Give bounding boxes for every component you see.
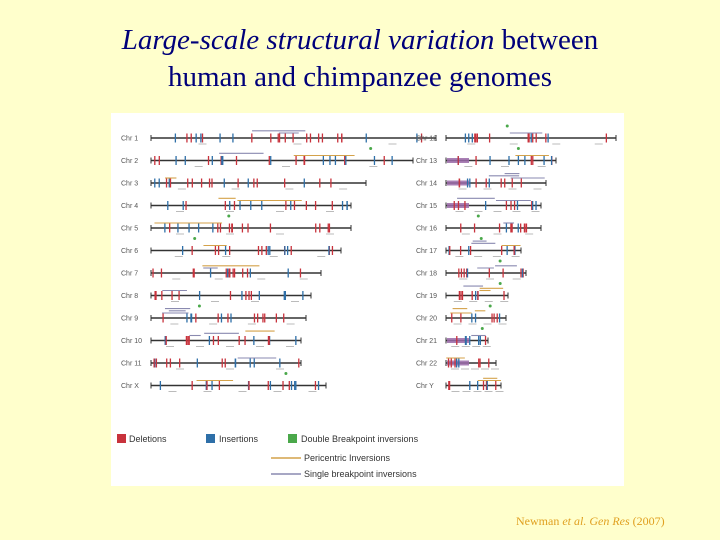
citation-journal: et al. Gen Res [559,514,630,528]
double-breakpoint-marker [488,304,492,308]
chromosome-label: Chr 4 [121,203,138,210]
legend-deletions-label: Deletions [129,434,167,444]
chromosome-label: Chr Y [416,383,434,390]
chromosome-label: Chr 20 [416,316,437,323]
chromosome-map: Chr 1 Chr 2 Chr 3 Chr 4 Chr 5 Chr 6 Chr 7 Chr 8… [117,124,617,479]
legend-single-breakpoint-label: Single breakpoint inversions [304,469,417,479]
double-breakpoint-marker [197,304,201,308]
chromosome-label: Chr 22 [416,361,437,368]
chromosome-label: Chr X [121,383,139,390]
double-breakpoint-marker [476,214,480,218]
citation-authors: Newman [516,514,560,528]
structural-variation-figure: Chr 1 Chr 2 Chr 3 Chr 4 Chr 5 Chr 6 Chr 7 Chr 8… [111,113,624,486]
double-breakpoint-marker [369,147,373,150]
chromosome-label: Chr 14 [416,181,437,188]
legend-pericentric-label: Pericentric Inversions [304,453,391,463]
centromere-block [447,338,469,343]
legend-double-breakpoint-label: Double Breakpoint inversions [301,434,419,444]
double-breakpoint-marker [480,327,484,330]
title-italic-part: Large-scale structural variation [121,24,495,56]
chromosome-label: Chr 17 [416,248,437,255]
chromosome-label: Chr 21 [416,338,437,345]
citation-year: (2007) [629,514,665,528]
double-breakpoint-marker [284,372,288,375]
legend-insertions-label: Insertions [219,434,259,444]
chromosome-label: Chr 16 [416,226,437,233]
chromosome-label: Chr 11 [121,361,142,368]
double-breakpoint-marker [505,124,509,128]
citation: Newman et al. Gen Res (2007) [516,514,665,529]
legend-double-breakpoint-swatch [288,434,297,443]
chromosome-label: Chr 10 [121,338,142,345]
double-breakpoint-marker [193,237,197,240]
title-line-1: Large-scale structural variation between [0,22,720,59]
chromosome-label: Chr 7 [121,271,138,278]
title-line-2: human and chimpanzee genomes [167,61,553,93]
title-rest-part: between [494,24,599,56]
chromosome-label: Chr 9 [121,316,138,323]
chromosome-label: Chr 13 [416,158,437,165]
chromosome-label: Chr 19 [416,293,437,300]
chromosome-label: Chr 1 [121,136,138,143]
chromosome-label: Chr 5 [121,226,138,233]
double-breakpoint-marker [479,237,483,240]
chromosome-label: Chr 6 [121,248,138,255]
chromosome-label: Chr 15 [416,203,437,210]
double-breakpoint-marker [498,282,502,285]
chromosome-label: Chr 3 [121,181,138,188]
legend-insertions-swatch [206,434,215,443]
chromosome-label: Chr 2 [121,158,138,165]
legend-deletions-swatch [117,434,126,443]
chromosome-label: Chr 8 [121,293,138,300]
double-breakpoint-marker [498,259,502,263]
double-breakpoint-marker [227,214,231,218]
centromere-block [447,360,469,366]
chromosome-label: Chr 18 [416,271,437,278]
slide-title: Large-scale structural variation between… [0,22,720,96]
double-breakpoint-marker [516,147,520,150]
centromere-block [447,180,469,186]
chromosome-label: Chr 12 [416,136,437,143]
